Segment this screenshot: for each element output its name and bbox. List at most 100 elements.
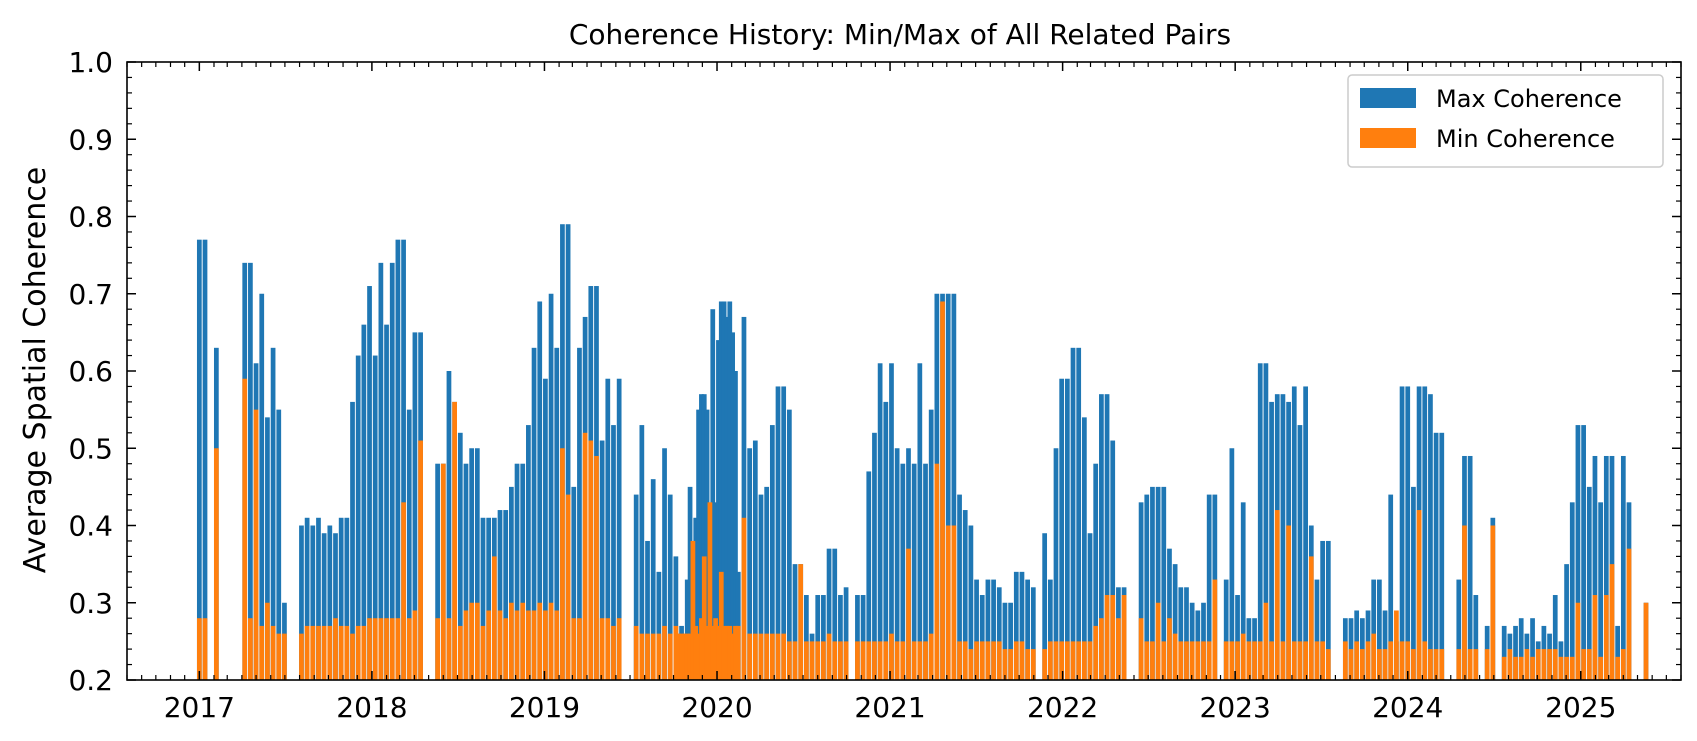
max-coherence-bar [446,371,452,680]
min-coherence-bar [1025,649,1030,680]
max-coherence-bar [1473,595,1479,680]
min-coherence-bar [679,633,684,680]
min-coherence-bar [798,564,804,681]
max-coherence-bar [1002,602,1008,680]
min-coherence-bar [1240,633,1246,680]
min-coherence-bar [565,494,571,680]
min-coherence-bar [344,625,350,680]
max-coherence-bar [1586,486,1592,681]
x-tick-label: 2019 [509,691,580,724]
min-coherence-bar [474,602,480,680]
max-coherence-bar [684,579,690,680]
min-coherence-bar [616,618,622,680]
min-coherence-bar [718,571,724,680]
max-coherence-bar [1615,625,1621,680]
min-coherence-bar [1269,641,1274,681]
min-coherence-bar [1513,656,1518,680]
min-coherence-bar [1172,633,1178,680]
max-coherence-bar [367,286,372,680]
max-coherence-bar [1592,455,1598,680]
min-coherence-bar [721,625,727,680]
min-coherence-bar [1416,510,1422,680]
max-coherence-bar [565,224,571,680]
max-coherence-bar [509,486,514,681]
max-coherence-bar [1314,579,1320,680]
max-coherence-bar [1552,595,1558,680]
max-coherence-bar [928,409,934,681]
min-coherence-bar [1116,618,1121,680]
max-coherence-bar [543,378,548,680]
min-coherence-bar [1206,641,1212,681]
min-coherence-bar [1184,641,1189,681]
max-coherence-bar [911,463,917,680]
min-coherence-bar [1348,649,1354,680]
max-coherence-bar [1399,386,1405,680]
min-coherence-bar [821,641,826,681]
max-coherence-bar [991,579,996,680]
min-coherence-bar [951,525,957,680]
min-coherence-bar [196,618,202,680]
min-coherence-bar [645,633,650,680]
min-coherence-bar [310,625,316,680]
legend-label-max: Max Coherence [1436,85,1622,113]
max-coherence-bar [1110,440,1116,680]
min-coherence-bar [1615,656,1621,680]
max-coherence-bar [957,494,962,680]
max-coherence-bar [733,371,738,680]
max-coherence-bar [826,548,832,680]
max-coherence-bar [265,417,270,680]
min-coherence-bar [1144,641,1150,681]
max-coherence-bar [730,332,735,681]
min-coherence-bar [894,641,900,681]
min-coherence-bar [923,641,928,681]
min-coherence-bar [769,633,775,680]
min-coherence-bar [704,625,710,680]
min-coherence-bar [1297,641,1303,681]
min-coherence-bar [1428,649,1433,680]
min-coherence-bar [1609,564,1615,681]
max-coherence-bar [537,301,543,680]
max-coherence-bar [764,486,770,681]
x-tick-label: 2017 [164,691,235,724]
max-coherence-bar [894,448,900,680]
max-coherence-bar [786,409,792,681]
x-tick-label: 2022 [1027,691,1098,724]
min-coherence-bar [662,625,667,680]
min-coherence-bar [446,618,452,680]
max-coherence-bar [883,401,889,680]
max-coherence-bar [1042,533,1048,680]
min-coherence-bar [1354,641,1360,681]
min-coherence-bar [1042,649,1048,680]
max-coherence-bar [1405,386,1411,680]
min-coherence-bar [372,618,378,680]
max-coherence-bar [1161,486,1167,681]
y-tick-label: 0.6 [68,355,113,388]
min-coherence-bar [1121,595,1127,680]
min-coherence-bar [514,610,520,680]
max-coherence-bar [1456,579,1462,680]
min-coherence-bar [1252,641,1257,681]
max-coherence-bar [1206,494,1212,680]
max-coherence-bar [1030,587,1036,680]
min-coherence-bar [906,548,911,680]
min-coherence-bar [202,618,208,680]
max-coherence-bar [974,579,979,680]
max-coherence-bar [1433,432,1439,680]
max-coherence-bar [804,595,809,680]
max-coherence-bar [378,262,384,680]
min-coherence-bar [457,625,463,680]
min-coherence-bar [265,602,270,680]
max-coherence-bar [775,386,781,680]
min-coherence-bar [1365,641,1371,681]
min-coherence-bar [304,625,310,680]
max-coherence-bar [727,301,733,680]
min-coherence-bar [338,625,344,680]
min-coherence-bar [1150,641,1155,681]
max-coherence-bar [656,571,662,680]
legend-box [1347,74,1664,168]
max-coherence-bar [1064,378,1070,680]
min-coherence-bar [1246,641,1252,681]
max-coherence-bar [667,494,673,680]
min-coherence-bar [1008,649,1013,680]
max-coherence-bar [310,525,316,680]
